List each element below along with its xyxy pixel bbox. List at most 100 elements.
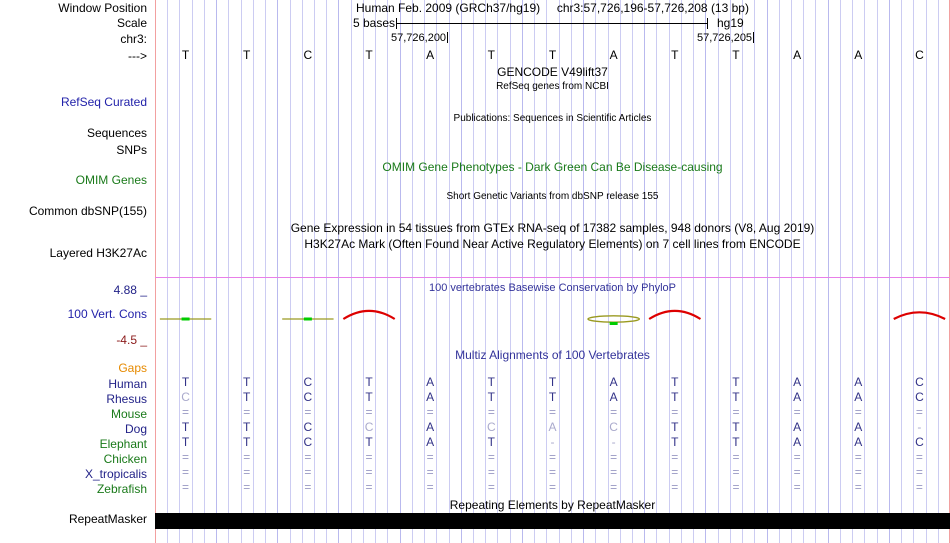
window-position-header: Human Feb. 2009 (GRCh37/hg19) chr3:57,72… xyxy=(155,1,950,15)
label-snps[interactable]: SNPs xyxy=(116,143,147,157)
multiz-gap-marker: = xyxy=(426,480,434,494)
reference-base: C xyxy=(915,48,924,62)
multiz-base: T xyxy=(487,390,496,404)
multiz-gap-marker: = xyxy=(915,480,923,494)
multiz-base: T xyxy=(732,420,740,434)
conservation-lens xyxy=(587,315,641,323)
multiz-gap-marker: = xyxy=(610,465,618,479)
track-data-area[interactable]: Human Feb. 2009 (GRCh37/hg19) chr3:57,72… xyxy=(155,0,950,543)
multiz-gap-marker: = xyxy=(304,480,312,494)
multiz-gap-marker: = xyxy=(304,465,312,479)
gridline xyxy=(179,0,180,543)
gridline xyxy=(522,0,523,543)
label-species-mouse[interactable]: Mouse xyxy=(110,407,147,421)
label-species-zebrafish[interactable]: Zebrafish xyxy=(96,482,147,496)
label-100-vert-cons[interactable]: 100 Vert. Cons xyxy=(67,307,147,321)
multiz-base: T xyxy=(487,435,496,449)
label-chrom: chr3: xyxy=(120,32,147,46)
gridline xyxy=(204,0,205,543)
gridline xyxy=(864,0,865,543)
multiz-row[interactable]: = = = = = = = = = = = = = xyxy=(155,451,950,463)
conservation-peak xyxy=(342,309,396,320)
label-species-rhesus[interactable]: Rhesus xyxy=(106,392,147,406)
conservation-peak xyxy=(893,311,946,320)
label-scale: Scale xyxy=(116,16,147,30)
gridline xyxy=(779,0,780,543)
label-layered-h3k27ac[interactable]: Layered H3K27Ac xyxy=(49,246,147,260)
gridline xyxy=(461,0,462,543)
gridline xyxy=(754,0,755,543)
gridline xyxy=(228,0,229,543)
multiz-gap-marker: = xyxy=(915,405,923,419)
gridline xyxy=(742,0,743,543)
conservation-track-separator xyxy=(155,277,950,278)
gridline xyxy=(877,0,878,543)
multiz-base: C xyxy=(303,435,313,449)
multiz-gap-marker: = xyxy=(426,405,434,419)
label-species-dog[interactable]: Dog xyxy=(124,422,147,436)
multiz-gap-marker: = xyxy=(426,450,434,464)
label-gaps[interactable]: Gaps xyxy=(118,361,147,375)
reference-base: T xyxy=(243,48,251,62)
label-window-position: Window Position xyxy=(58,1,147,15)
repeatmasker-bar[interactable] xyxy=(155,513,950,529)
gridline xyxy=(302,0,303,543)
multiz-gap-marker: = xyxy=(548,465,556,479)
multiz-gap-marker: = xyxy=(732,450,740,464)
gridline xyxy=(277,0,278,543)
gridline xyxy=(497,0,498,543)
gridline xyxy=(424,0,425,543)
label-species-elephant[interactable]: Elephant xyxy=(99,437,147,451)
conservation-green-mark xyxy=(181,317,190,321)
gridline xyxy=(400,0,401,543)
multiz-gap-marker: = xyxy=(487,480,495,494)
label-common-dbsnp[interactable]: Common dbSNP(155) xyxy=(28,204,147,218)
multiz-row[interactable]: = = = = = = = = = = = = = xyxy=(155,466,950,478)
gridline xyxy=(314,0,315,543)
gridline xyxy=(449,0,450,543)
multiz-base: - xyxy=(611,435,616,449)
gridline xyxy=(595,0,596,543)
label-species-human[interactable]: Human xyxy=(108,377,147,391)
multiz-gap-marker: = xyxy=(854,480,862,494)
multiz-base: T xyxy=(548,390,557,404)
gridline xyxy=(718,0,719,543)
label-refseq-curated[interactable]: RefSeq Curated xyxy=(60,95,147,109)
label-sequences[interactable]: Sequences xyxy=(86,126,147,140)
reference-base: T xyxy=(365,48,373,62)
gridline xyxy=(730,0,731,543)
track-title-dbsnp: Short Genetic Variants from dbSNP releas… xyxy=(446,191,659,202)
phylop-conservation-track[interactable]: 100 vertebrates Basewise Conservation by… xyxy=(155,277,950,345)
gridline xyxy=(485,0,486,543)
multiz-base: A xyxy=(854,375,863,389)
multiz-row[interactable]: = = = = = = = = = = = = = xyxy=(155,481,950,493)
multiz-gap-marker: = xyxy=(732,405,740,419)
label-cons-min-value: -4.5 _ xyxy=(116,333,147,347)
multiz-base: A xyxy=(426,375,435,389)
multiz-gap-marker: = xyxy=(915,465,923,479)
label-species-chicken[interactable]: Chicken xyxy=(103,452,147,466)
multiz-row[interactable]: = = = = = = = = = = = = = xyxy=(155,406,950,418)
gridline xyxy=(693,0,694,543)
multiz-gap-marker: = xyxy=(793,405,801,419)
label-repeatmasker[interactable]: RepeatMasker xyxy=(68,512,147,526)
track-title-gtex: Gene Expression in 54 tissues from GTEx … xyxy=(290,221,815,235)
multiz-gap-marker: = xyxy=(365,465,373,479)
label-omim-genes[interactable]: OMIM Genes xyxy=(75,173,147,187)
multiz-gap-marker: = xyxy=(304,450,312,464)
label-species-x-tropicalis[interactable]: X_tropicalis xyxy=(84,467,147,481)
multiz-base: T xyxy=(181,375,190,389)
track-title-refseq-ncbi: RefSeq genes from NCBI xyxy=(496,81,609,92)
multiz-gap-marker: = xyxy=(732,465,740,479)
gridline xyxy=(767,0,768,543)
multiz-gap-marker: = xyxy=(671,450,679,464)
multiz-base: A xyxy=(854,390,863,404)
multiz-base: - xyxy=(917,420,922,434)
gridline xyxy=(363,0,364,543)
gridline xyxy=(926,0,927,543)
coordinate-left-value: 57,726,200 xyxy=(391,32,447,44)
